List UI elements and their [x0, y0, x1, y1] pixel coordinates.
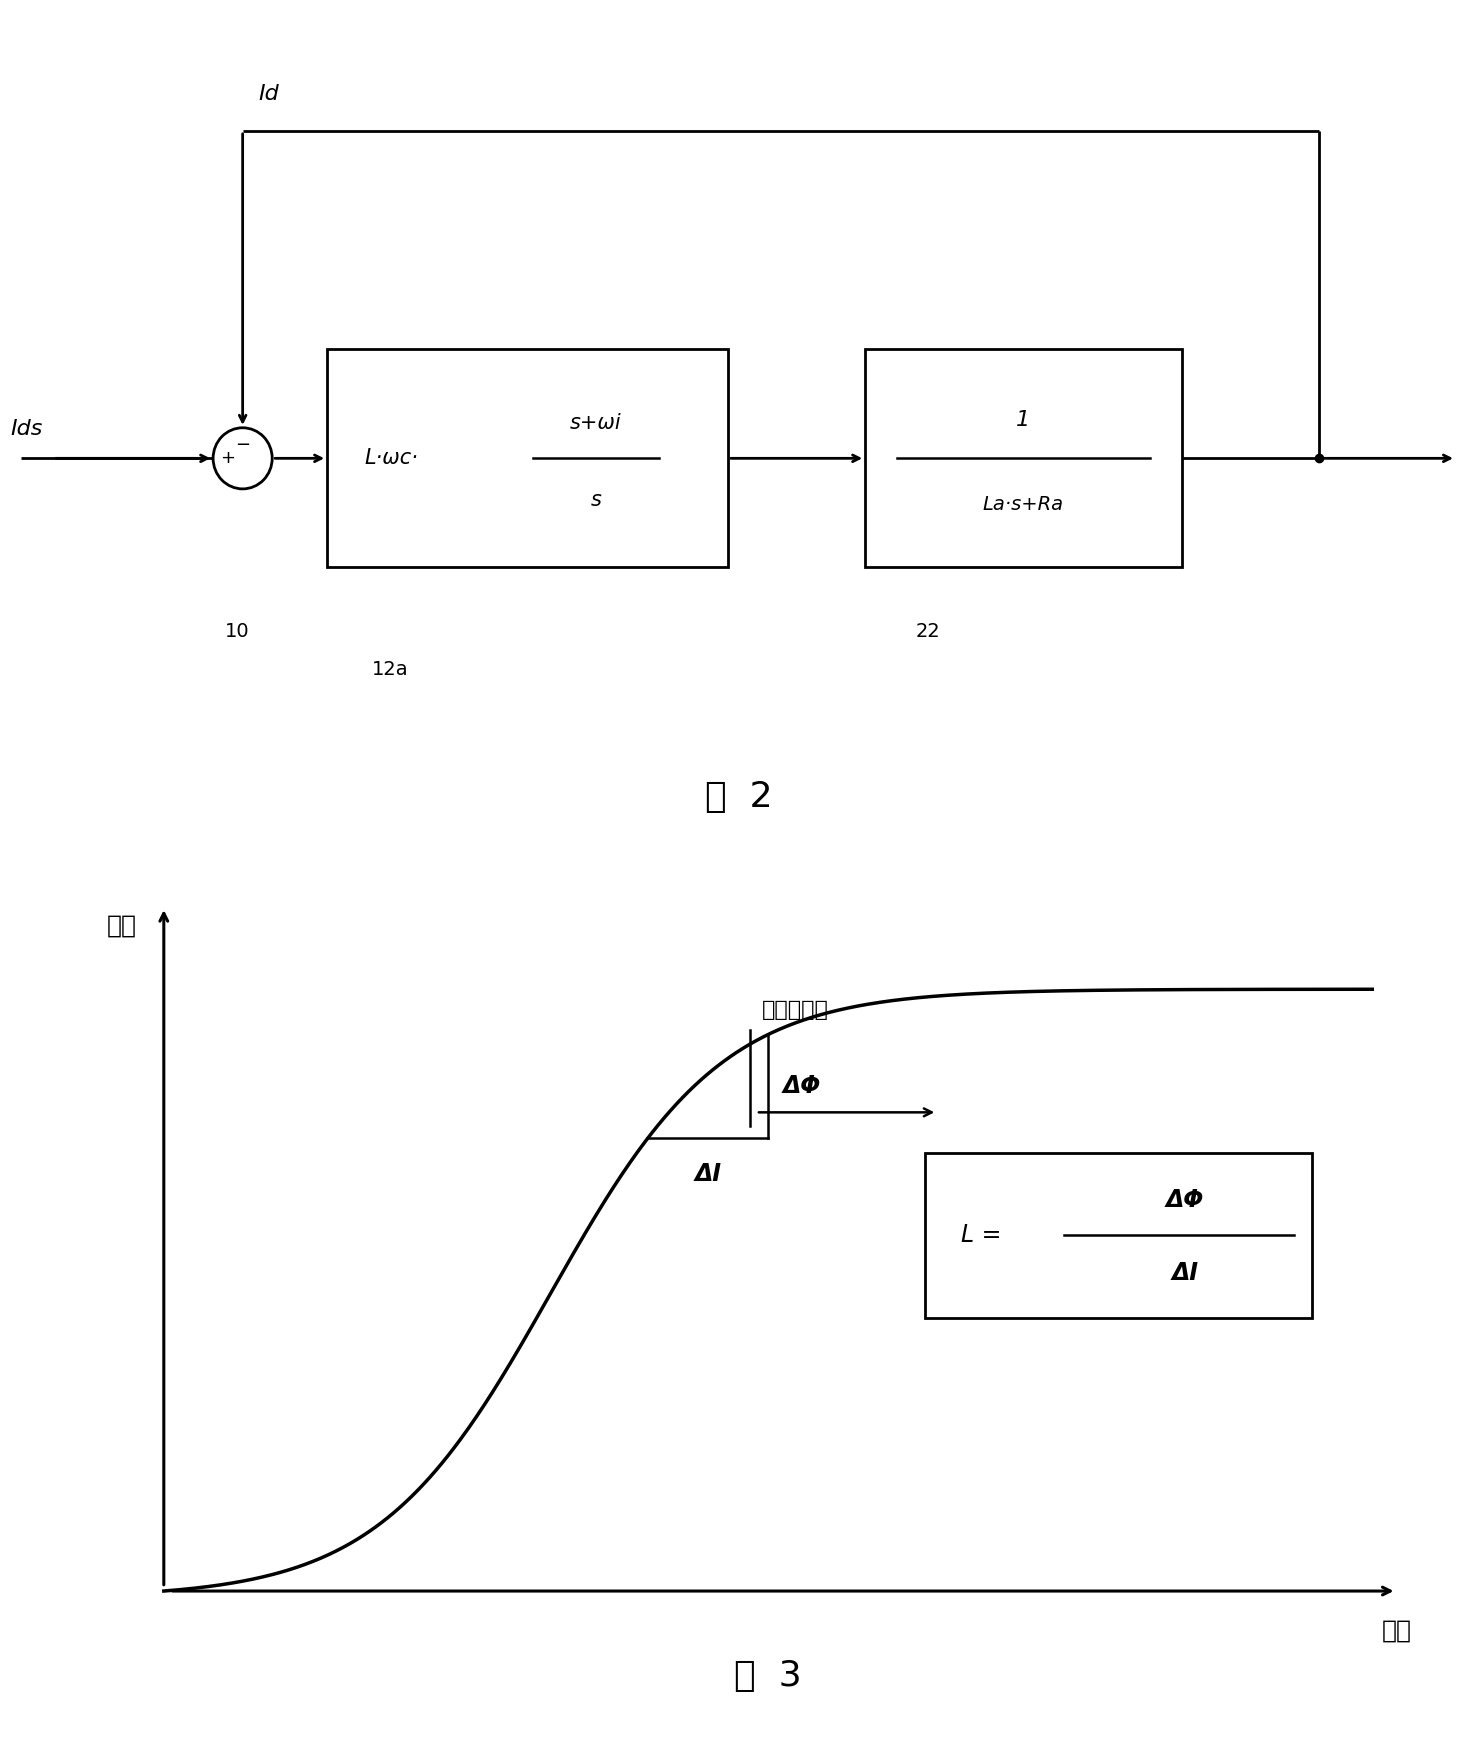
Text: −: − — [235, 435, 250, 454]
Text: Ids: Ids — [10, 419, 43, 438]
FancyBboxPatch shape — [866, 349, 1182, 567]
Text: s: s — [591, 491, 601, 510]
Text: 磁饱和区域: 磁饱和区域 — [762, 1000, 829, 1020]
Text: ΔΦ: ΔΦ — [1165, 1187, 1204, 1212]
Text: L =: L = — [962, 1224, 1001, 1247]
Text: 12a: 12a — [372, 660, 409, 679]
Text: ΔI: ΔI — [1171, 1261, 1198, 1285]
Text: L·ωc·: L·ωc· — [363, 449, 418, 468]
Text: 10: 10 — [225, 622, 250, 641]
Text: s+ωi: s+ωi — [570, 414, 622, 433]
FancyBboxPatch shape — [925, 1154, 1312, 1318]
Text: +: + — [220, 449, 235, 468]
Text: 磁通: 磁通 — [106, 915, 136, 938]
Text: 电流: 电流 — [1381, 1619, 1412, 1643]
Text: 1: 1 — [1016, 410, 1031, 430]
Text: ΔI: ΔI — [694, 1161, 721, 1186]
Text: 图  2: 图 2 — [705, 780, 772, 814]
FancyBboxPatch shape — [326, 349, 728, 567]
Text: La·s+Ra: La·s+Ra — [982, 494, 1063, 513]
Text: 22: 22 — [916, 622, 941, 641]
Text: 图  3: 图 3 — [734, 1659, 802, 1694]
Text: Id: Id — [258, 84, 279, 103]
Text: ΔΦ: ΔΦ — [783, 1074, 821, 1098]
